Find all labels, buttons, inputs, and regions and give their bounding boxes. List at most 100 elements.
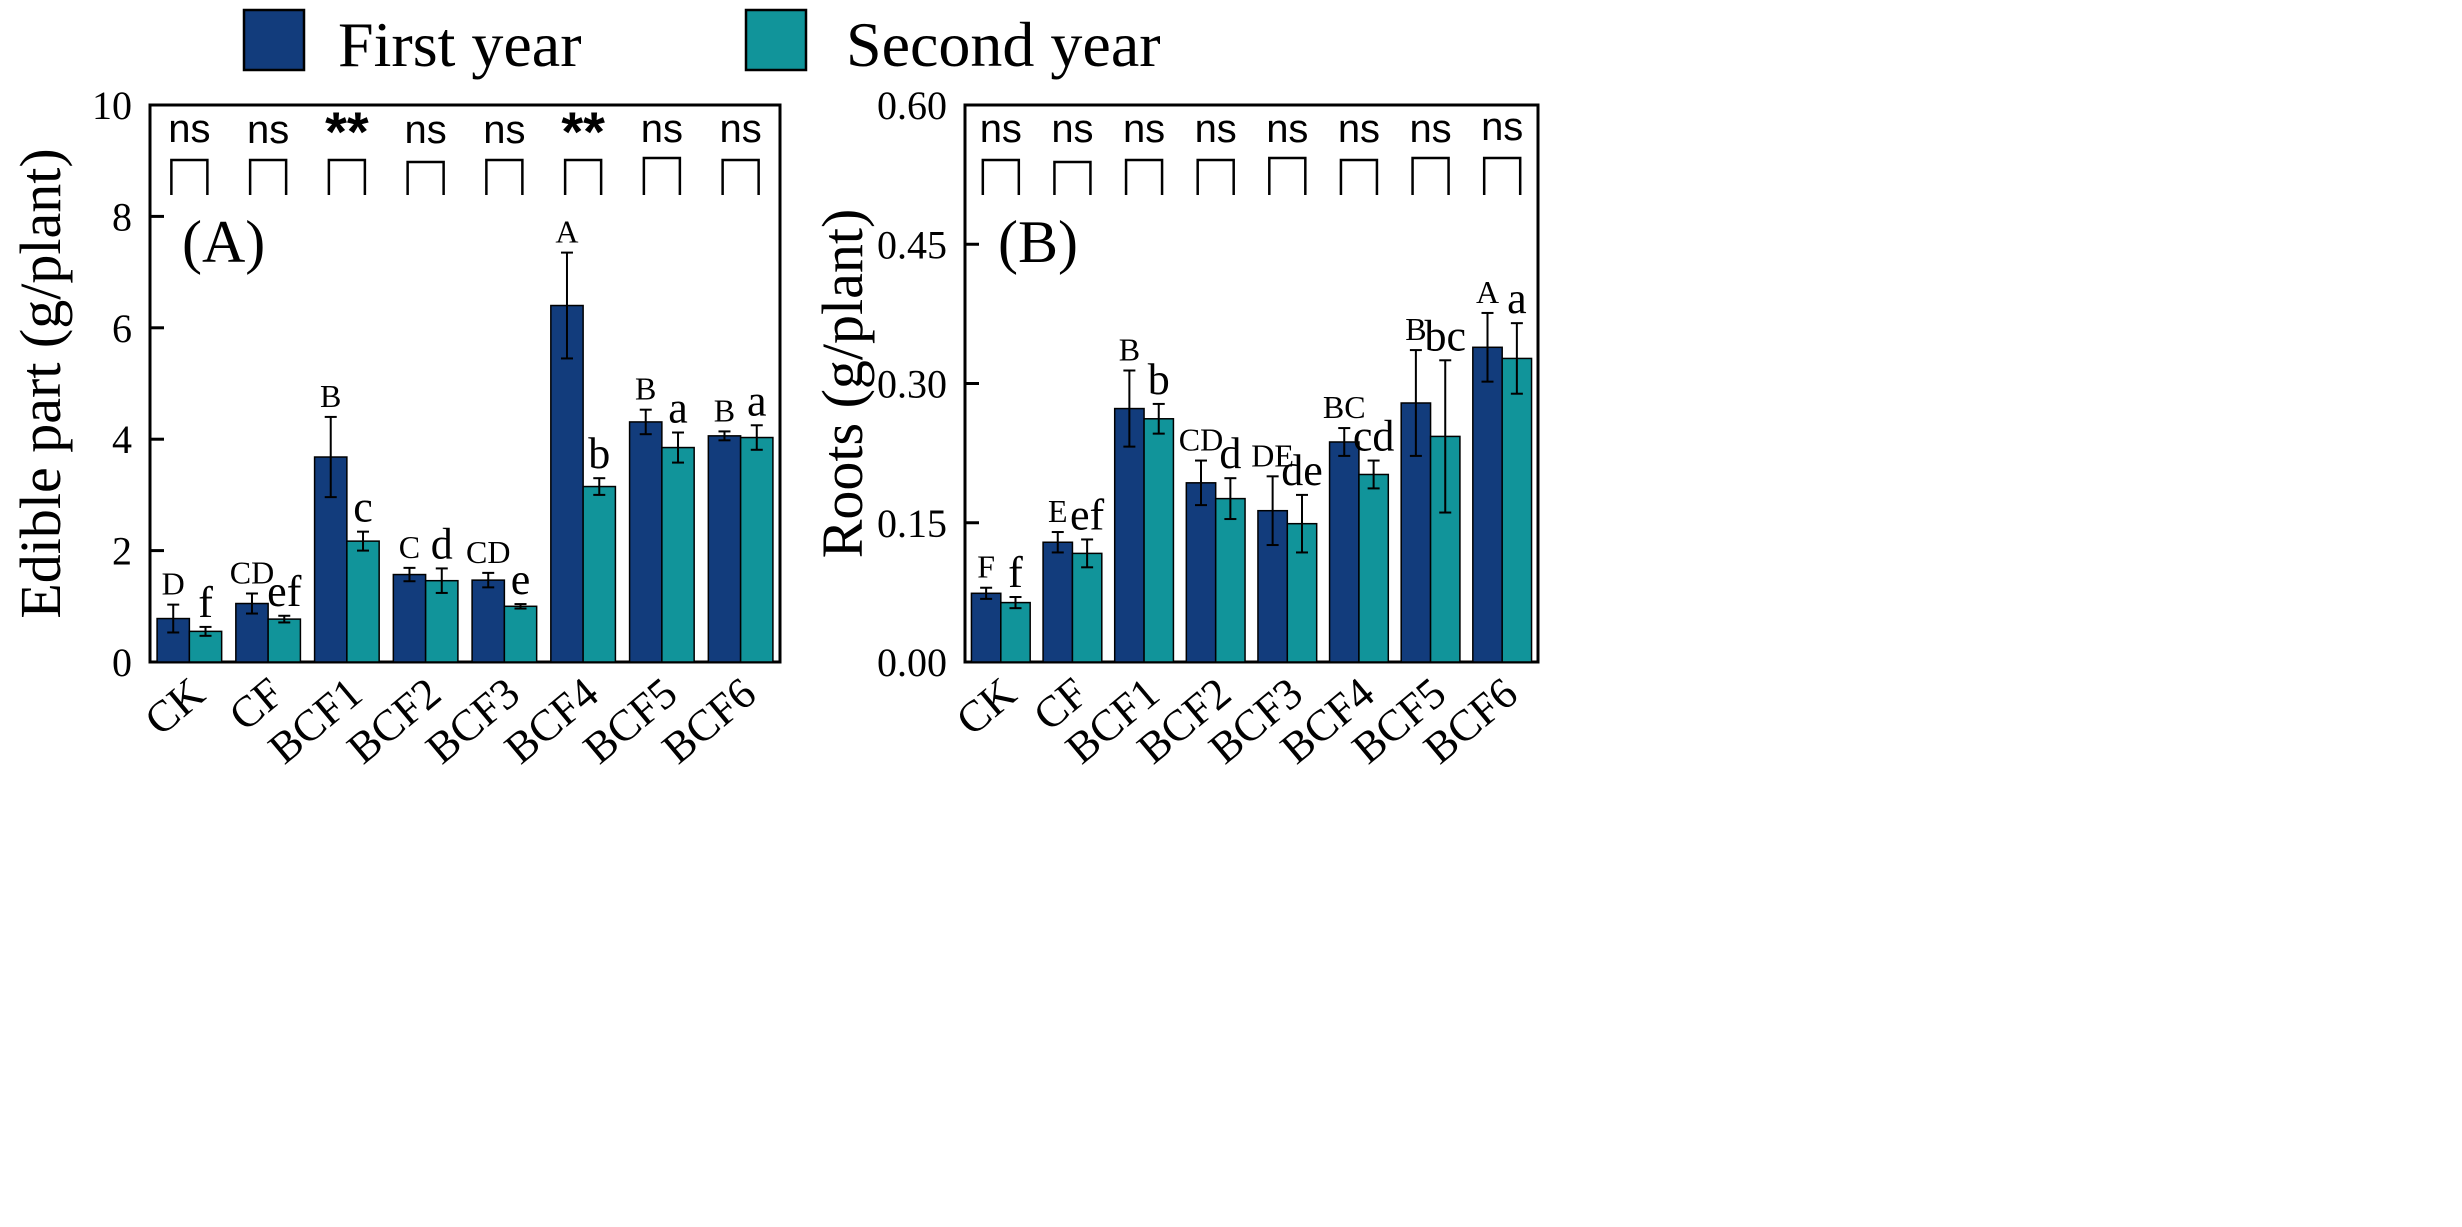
panel-label: (B) xyxy=(998,209,1078,275)
legend: First year Second year xyxy=(242,8,1161,80)
bar xyxy=(1113,407,1145,663)
significance-marker: ns xyxy=(168,107,210,151)
x-tick-label: CK xyxy=(135,668,213,745)
significance-letter: e xyxy=(511,555,531,604)
significance-letter: F xyxy=(977,549,995,585)
significance-letter: BC xyxy=(1323,389,1366,425)
significance-letter: DE xyxy=(1251,437,1294,473)
y-axis-label: Edible part (g/plant) xyxy=(8,148,73,618)
x-tick-label: BCF6 xyxy=(653,668,765,773)
significance-marker: ns xyxy=(1409,107,1451,151)
significance-letter: B xyxy=(714,392,735,428)
significance-marker: ns xyxy=(641,107,683,151)
significance-letter: ef xyxy=(267,567,302,616)
significance-marker: ns xyxy=(980,107,1022,151)
significance-letter: B xyxy=(635,371,656,407)
y-tick-label: 0.00 xyxy=(877,640,947,685)
significance-marker: ns xyxy=(483,108,525,152)
significance-bracket xyxy=(406,160,445,195)
bar xyxy=(1000,601,1031,663)
bar xyxy=(1501,357,1533,663)
bar xyxy=(1071,552,1103,663)
plot-frame xyxy=(148,103,782,664)
legend-swatch-second-year xyxy=(744,8,808,72)
significance-marker: ns xyxy=(720,107,762,151)
significance-letter: f xyxy=(1008,548,1023,597)
significance-letter: A xyxy=(555,214,578,250)
panel-b: 0.00 0.15 0.30 0.45 0.60 Roots (g/plant) (B) CK… xyxy=(810,83,1540,773)
significance-letter: B xyxy=(1119,332,1140,368)
significance-marker: ns xyxy=(1266,107,1308,151)
significance-letter: cd xyxy=(1353,412,1395,461)
significance-marker: ns xyxy=(405,108,447,152)
y-tick-label: 8 xyxy=(112,194,132,239)
y-tick-label: 6 xyxy=(112,306,132,351)
significance-letter: a xyxy=(747,376,767,425)
legend-label-first-year: First year xyxy=(338,9,582,80)
significance-letter: b xyxy=(588,429,610,478)
bar xyxy=(582,485,617,663)
significance-letter: ef xyxy=(1070,490,1105,539)
significance-letter: de xyxy=(1281,446,1323,495)
y-tick-label: 0.15 xyxy=(877,501,947,546)
significance-bracket xyxy=(563,158,603,195)
y-tick-label: 4 xyxy=(112,417,132,462)
significance-letter: bc xyxy=(1424,311,1466,360)
significance-letter: f xyxy=(198,578,213,627)
y-tick-label: 0.30 xyxy=(877,362,947,407)
y-tick-label: 0.45 xyxy=(877,222,947,267)
significance-bracket xyxy=(1053,160,1092,195)
significance-marker: ns xyxy=(1338,107,1380,151)
significance-bracket xyxy=(1196,158,1235,195)
significance-marker: ns xyxy=(1481,105,1523,149)
legend-label-second-year: Second year xyxy=(846,9,1161,80)
significance-marker: ns xyxy=(1051,107,1093,151)
significance-letter: CD xyxy=(466,534,510,570)
bar xyxy=(471,579,506,663)
y-tick-label: 0.60 xyxy=(877,83,947,128)
significance-letter: d xyxy=(431,519,453,568)
significance-letter: B xyxy=(1405,311,1426,347)
bar xyxy=(503,605,538,663)
significance-letter: E xyxy=(1048,493,1068,529)
bar xyxy=(1328,441,1360,663)
panel-label: (A) xyxy=(182,209,265,275)
x-tick-label: CK xyxy=(947,668,1025,745)
y-tick-label: 2 xyxy=(112,529,132,574)
bar xyxy=(628,421,663,663)
significance-letter: c xyxy=(353,483,373,532)
significance-letter: a xyxy=(668,384,688,433)
bar xyxy=(392,573,427,663)
significance-bracket xyxy=(721,158,760,195)
bar xyxy=(1185,482,1217,663)
legend-swatch-first-year xyxy=(242,8,306,72)
significance-marker: ns xyxy=(1195,107,1237,151)
significance-bracket xyxy=(327,158,367,195)
bar xyxy=(661,446,695,663)
significance-marker: ns xyxy=(247,108,289,152)
significance-bracket xyxy=(1482,156,1522,195)
significance-letter: CD xyxy=(230,554,274,590)
significance-bracket xyxy=(485,158,524,195)
bar xyxy=(970,592,1002,663)
bar xyxy=(739,436,774,663)
significance-bracket xyxy=(981,158,1021,195)
bar xyxy=(1358,473,1390,663)
bar xyxy=(707,435,742,663)
bar xyxy=(550,304,584,663)
significance-letter: b xyxy=(1148,355,1170,404)
significance-bracket xyxy=(170,158,209,195)
significance-letter: CD xyxy=(1179,422,1223,458)
y-tick-label: 10 xyxy=(92,83,132,128)
bar xyxy=(346,540,380,663)
significance-marker: ns xyxy=(1123,107,1165,151)
y-axis-label: Roots (g/plant) xyxy=(810,209,875,559)
significance-bracket xyxy=(1124,158,1164,195)
bar xyxy=(267,618,302,663)
bar xyxy=(1472,346,1503,663)
significance-bracket xyxy=(248,158,288,195)
significance-letter: C xyxy=(399,529,420,565)
significance-bracket xyxy=(1339,158,1379,195)
